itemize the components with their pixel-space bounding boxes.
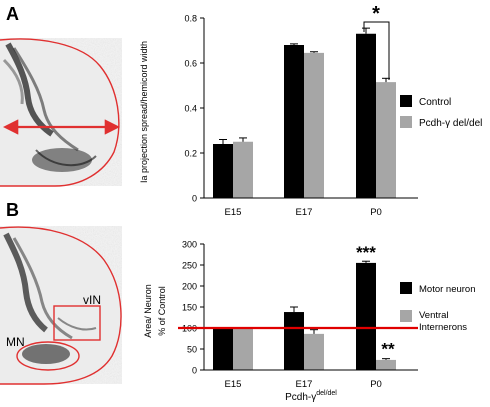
b-ytick-label: 300 xyxy=(182,240,197,250)
chart-a-legend-swatch-control xyxy=(400,95,412,107)
chart-a: Ia projection spread/hemicord width 0 0.2… xyxy=(139,3,482,218)
chart-b-legend-motor: Motor neuron xyxy=(419,284,476,295)
chart-b-yticks: 050100150200250300 xyxy=(182,240,204,376)
chart-b-xlabels: E15 E17 P0 xyxy=(225,379,382,390)
b-bar-s2-P0 xyxy=(376,359,396,370)
a-bar-s1-E17 xyxy=(284,45,304,198)
a-bar-s1-P0 xyxy=(356,33,376,198)
chart-b-xlabel-main: Pcdh-γ xyxy=(285,392,316,403)
micrograph-b: vIN MN xyxy=(0,226,122,385)
chart-a-sig-star: * xyxy=(372,3,380,25)
chart-a-ylabel: Ia projection spread/hemicord width xyxy=(139,41,149,183)
chart-a-yticks: 0 0.2 0.4 0.6 0.8 xyxy=(184,14,204,204)
a-bar-s2-E17 xyxy=(304,52,324,198)
a-ytick-label: 0.4 xyxy=(184,104,197,114)
chart-a-sig-bracket xyxy=(363,21,390,80)
vin-region-box xyxy=(53,305,101,341)
a-xtick-label: P0 xyxy=(370,207,382,218)
b-ytick-label: 200 xyxy=(182,282,197,292)
b-bar-s1-E17 xyxy=(284,312,304,370)
a-xtick-label: E17 xyxy=(296,207,313,218)
chart-b-legend-ventral-line1: Ventral xyxy=(419,310,449,321)
b-bar-s2-E17 xyxy=(304,333,324,370)
chart-b-legend-swatch-ventral xyxy=(400,310,412,322)
a-xtick-label: E15 xyxy=(225,207,242,218)
a-ytick-label: 0.6 xyxy=(184,59,197,69)
chart-b-xlabel: Pcdh-γdel/del xyxy=(285,390,337,403)
chart-b-xlabel-sup: del/del xyxy=(316,390,337,397)
chart-a-legend-swatch-mutant xyxy=(400,116,412,128)
chart-b-ylabel: Area/ Neuron xyxy=(143,284,153,338)
a-bar-s2-E15 xyxy=(233,141,253,198)
b-ytick-label: 250 xyxy=(182,261,197,271)
b-ytick-label: 50 xyxy=(187,345,197,355)
a-ytick-label: 0.8 xyxy=(184,14,197,24)
panel-label-b: B xyxy=(6,200,19,220)
chart-a-legend-mutant: Pcdh-γ del/del xyxy=(419,118,482,129)
panel-label-a: A xyxy=(6,4,19,24)
chart-b-sig-ventral: ** xyxy=(381,340,395,359)
b-ytick-label: 150 xyxy=(182,303,197,313)
b-bar-s2-E15 xyxy=(233,328,253,370)
a-ytick-label: 0 xyxy=(192,194,197,204)
a-ytick-label: 0.2 xyxy=(184,149,197,159)
b-xtick-label: P0 xyxy=(370,379,382,390)
a-bar-s1-E15 xyxy=(213,144,233,198)
chart-b-legend-ventral-line2: Internerons xyxy=(419,322,467,333)
b-xtick-label: E17 xyxy=(296,379,313,390)
chart-b-ylabel2: % of Control xyxy=(157,286,167,336)
b-xtick-label: E15 xyxy=(225,379,242,390)
a-bar-s2-P0 xyxy=(376,82,396,198)
chart-a-legend-control: Control xyxy=(419,97,451,108)
b-ytick-label: 0 xyxy=(192,366,197,376)
micrograph-a xyxy=(0,38,122,187)
chart-b-bars xyxy=(213,260,396,370)
mn-label: MN xyxy=(6,335,25,349)
b-bar-s1-P0 xyxy=(356,262,376,370)
chart-b: Area/ Neuron % of Control 05010015020025… xyxy=(143,240,476,404)
chart-b-sig-motor: *** xyxy=(356,243,376,262)
chart-b-legend-swatch-motor xyxy=(400,282,412,294)
chart-a-xlabels: E15 E17 P0 xyxy=(225,207,382,218)
vin-label: vIN xyxy=(83,293,101,307)
mn-region-ellipse xyxy=(16,341,80,371)
b-bar-s1-E15 xyxy=(213,328,233,370)
chart-a-bars xyxy=(213,27,396,198)
